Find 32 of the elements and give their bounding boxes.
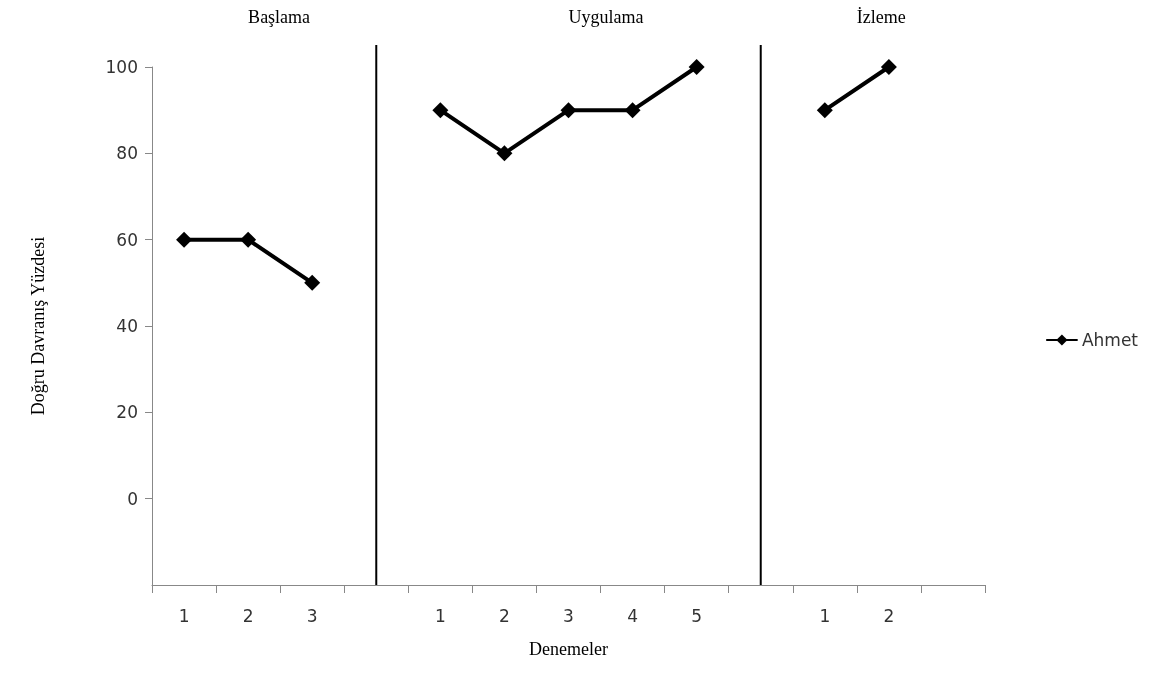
point <box>688 59 705 75</box>
x-tick-label: 3 <box>563 605 574 626</box>
text: Başlama <box>248 7 311 27</box>
y-axis-title: Doğru Davranış Yüzdesi <box>28 236 48 416</box>
x-axis-title: Denemeler <box>529 639 608 659</box>
point <box>816 102 833 119</box>
point <box>880 59 897 75</box>
legend-label: Ahmet <box>1081 330 1139 350</box>
x-tick-label: 1 <box>178 605 190 626</box>
y-tick-label: 80 <box>116 143 138 164</box>
point <box>560 102 577 119</box>
x-tick-label: 5 <box>691 605 703 626</box>
x-tick-label: 4 <box>627 605 638 626</box>
y-tick-label: 40 <box>116 316 138 336</box>
point <box>240 231 257 248</box>
x-tick-label: 2 <box>499 605 510 626</box>
x-tick-label: 2 <box>242 605 254 626</box>
point <box>304 274 321 291</box>
point <box>432 102 449 119</box>
x-tick-label: 1 <box>819 605 831 626</box>
y-tick-label: 60 <box>116 229 138 250</box>
y-tick-label: 0 <box>127 488 138 509</box>
point <box>176 231 193 248</box>
y-tick-label: 100 <box>105 57 138 77</box>
x-tick-label: 3 <box>306 605 318 626</box>
point <box>496 145 513 162</box>
x-tick-label: 2 <box>883 605 895 626</box>
x-tick-label: 1 <box>434 605 446 626</box>
y-tick-label: 20 <box>116 402 138 423</box>
text: İzleme <box>856 7 906 27</box>
text: Uygulama <box>568 7 644 27</box>
point <box>624 102 641 119</box>
